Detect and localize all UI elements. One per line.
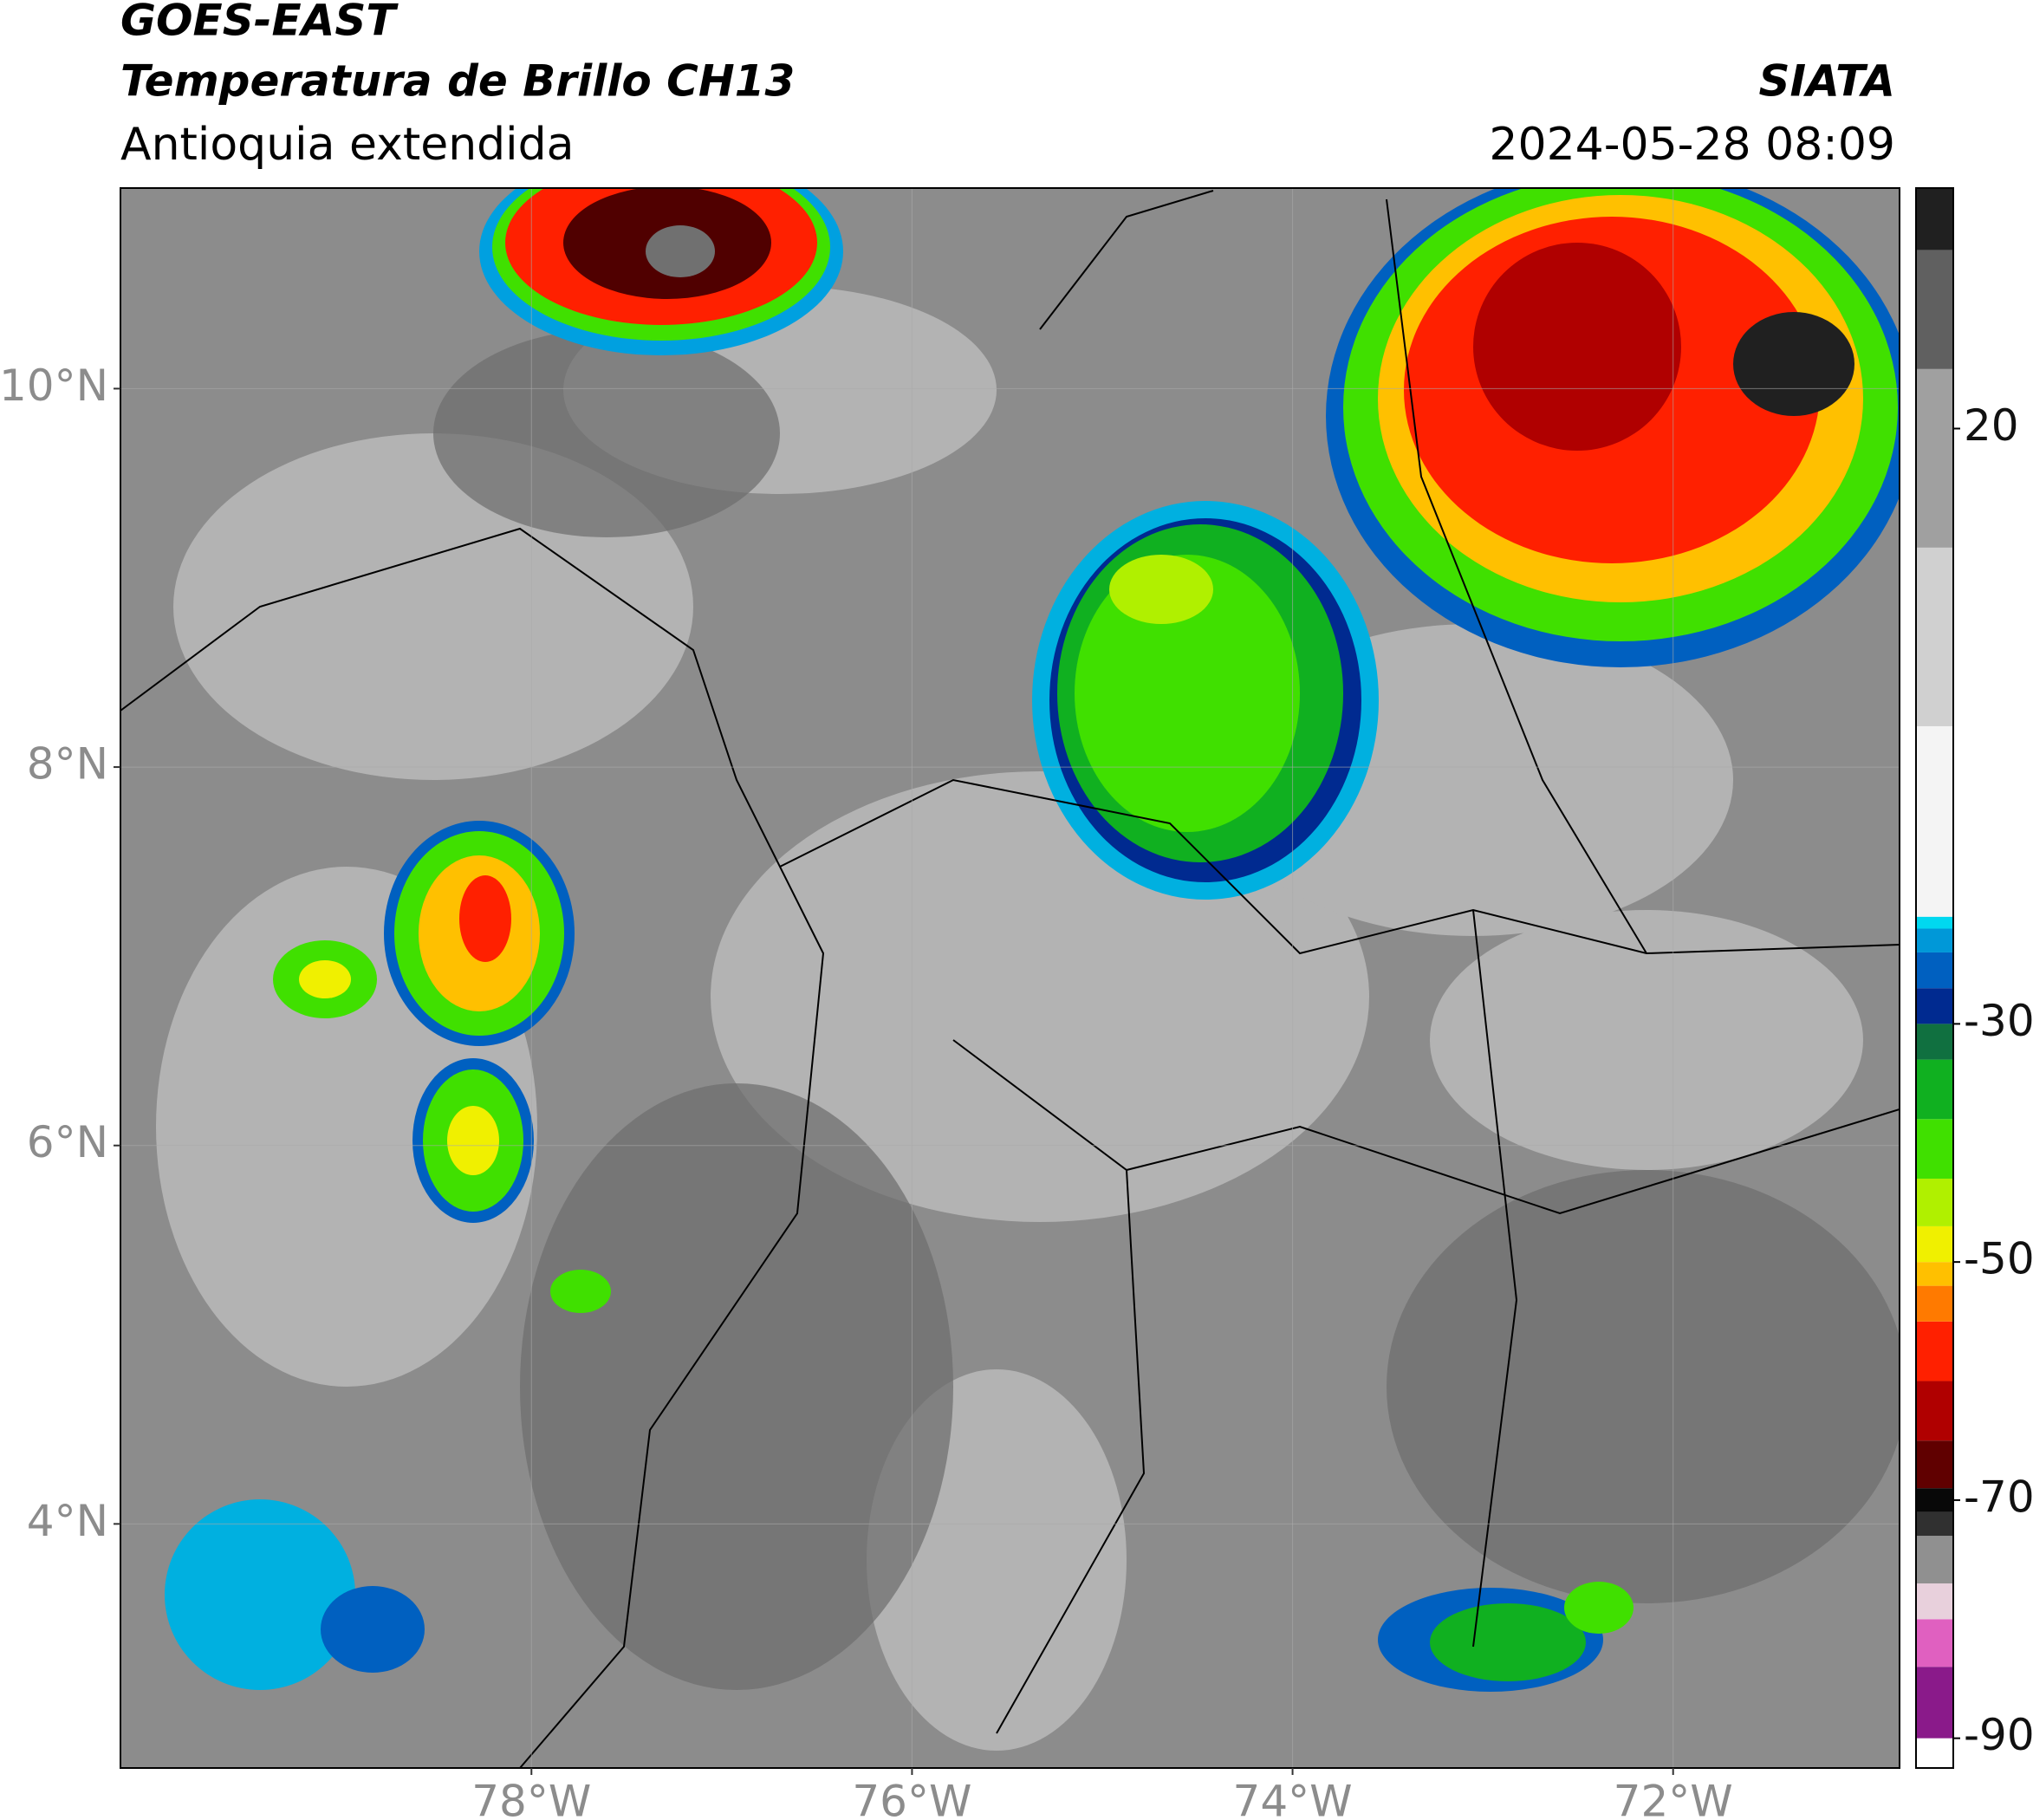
colorbar-segment (1916, 1583, 1953, 1620)
colorbar-tick-label: -70 (1964, 1472, 2033, 1522)
y-tick-label: 6°N (27, 1117, 108, 1167)
colorbar-segment (1916, 1619, 1953, 1667)
colorbar-segment (1916, 1178, 1953, 1226)
map-frame (120, 187, 1900, 1769)
colorbar-segment (1916, 1738, 1953, 1768)
title: Temperatura de Brillo CH13 (120, 56, 795, 107)
colorbar-segment (1916, 1511, 1953, 1537)
storm (165, 1499, 425, 1690)
storm (1326, 188, 1900, 667)
colorbar-segment (1916, 188, 1953, 250)
y-tick-label: 4°N (27, 1496, 108, 1546)
colorbar-segment (1916, 952, 1953, 989)
storm (412, 1058, 611, 1313)
colorbar-segment (1916, 1225, 1953, 1263)
colorbar-segment (1916, 368, 1953, 548)
colorbar-tick-label: 20 (1964, 400, 2019, 451)
colorbar-tick-label: -30 (1964, 996, 2033, 1046)
satellite: GOES-EAST (120, 0, 399, 46)
colorbar-frame (1915, 187, 1954, 1769)
storm (479, 188, 843, 355)
x-tick-label: 76°W (852, 1777, 971, 1820)
colorbar-tick-label: -90 (1964, 1710, 2033, 1760)
colorbar-segment (1916, 1024, 1953, 1060)
x-tick-label: 78°W (471, 1777, 591, 1820)
colorbar-segment (1916, 1285, 1953, 1322)
colorbar-segment (1916, 1119, 1953, 1179)
colorbar-segment (1916, 1536, 1953, 1584)
colorbar-segment (1916, 1488, 1953, 1512)
storm (1378, 1582, 1634, 1692)
colorbar-segment (1916, 1321, 1953, 1381)
storm (1032, 501, 1379, 900)
boundaries (120, 190, 1900, 1768)
map-image (120, 188, 1900, 1768)
colorbar-segment (1916, 1262, 1953, 1286)
colorbar-segment (1916, 725, 1953, 917)
colorbar-segment (1916, 1059, 1953, 1120)
source: SIATA (1759, 56, 1895, 107)
storm (273, 821, 575, 1046)
colorbar-segment (1916, 1667, 1953, 1739)
colorbar-tick-label: -50 (1964, 1234, 2033, 1284)
y-tick-label: 10°N (0, 361, 108, 411)
y-tick-label: 8°N (27, 739, 108, 790)
colorbar-segment (1916, 547, 1953, 726)
x-tick-label: 74°W (1233, 1777, 1353, 1820)
colorbar-segment (1916, 988, 1953, 1024)
colorbar-segment (1916, 1381, 1953, 1441)
colorbar-segment (1916, 916, 1953, 929)
x-tick-label: 72°W (1614, 1777, 1733, 1820)
colorbar-segment (1916, 1440, 1953, 1489)
colorbar-segment (1916, 928, 1953, 952)
colorbar-segment (1916, 250, 1953, 369)
region: Antioquia extendida (120, 119, 575, 171)
datetime: 2024-05-28 08:09 (1489, 119, 1895, 171)
